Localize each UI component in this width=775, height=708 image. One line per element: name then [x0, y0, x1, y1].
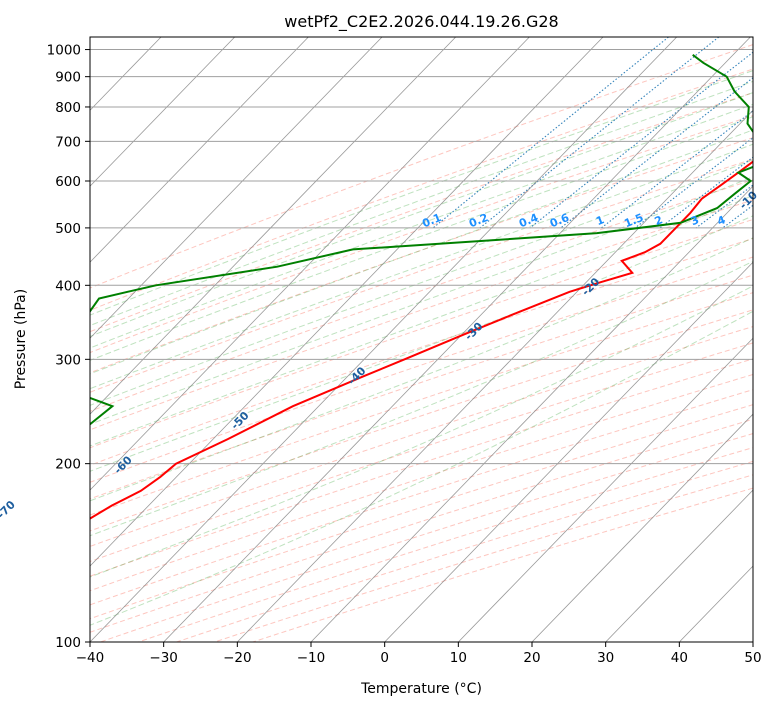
x-tick-label: 40 [671, 650, 688, 666]
y-tick-label: 800 [55, 100, 81, 116]
dry-adiabat [90, 237, 753, 466]
dry-adiabat [90, 218, 753, 449]
isotherm [90, 37, 236, 187]
isotherm [0, 37, 14, 642]
y-tick-label: 400 [55, 278, 81, 294]
isotherm [531, 413, 753, 642]
y-tick-label: 100 [55, 635, 81, 651]
isotherm-label: -10 [737, 188, 760, 211]
dewpoint-line [90, 54, 753, 426]
isotherm [384, 261, 753, 642]
dry-adiabat [90, 92, 753, 333]
isotherm [90, 37, 383, 339]
moist-adiabat [90, 159, 753, 406]
dry-adiabat [90, 44, 753, 289]
isotherm [237, 109, 753, 642]
isotherm [90, 37, 678, 642]
y-tick-label: 700 [55, 134, 81, 150]
dry-adiabat [214, 474, 753, 642]
moist-adiabat [90, 129, 753, 375]
chart-title: wetPf2_C2E2.2026.044.19.26.G28 [284, 12, 558, 32]
moist-adiabat [90, 194, 753, 447]
moist-adiabat [90, 103, 753, 349]
dry-adiabat [90, 114, 753, 354]
mixing-ratio-line [601, 110, 753, 229]
isotherm [163, 37, 751, 642]
x-tick-label: −30 [149, 650, 178, 666]
dry-adiabat [90, 68, 753, 311]
moist-adiabat [90, 176, 753, 425]
moist-adiabat [90, 237, 753, 502]
grid-lines [0, 37, 753, 642]
dry-adiabat [176, 460, 753, 642]
isotherm-label: -70 [0, 498, 18, 521]
x-tick-label: −40 [76, 650, 105, 666]
y-tick-label: 200 [55, 457, 81, 473]
moist-adiabat [90, 215, 753, 472]
x-tick-label: 10 [450, 650, 467, 666]
mixing-ratio-line [432, 37, 669, 229]
y-axis-label: Pressure (hPa) [13, 289, 29, 389]
moist-adiabat [90, 285, 753, 578]
isotherm [752, 641, 753, 642]
dry-adiabat [90, 358, 753, 577]
x-axis-label: Temperature (°C) [360, 681, 482, 697]
y-tick-label: 300 [55, 352, 81, 368]
isotherm [90, 37, 530, 491]
dry-adiabat [90, 404, 753, 620]
background-lines [90, 37, 775, 642]
moist-adiabat [90, 143, 753, 390]
isotherm [458, 337, 753, 642]
x-tick-label: 30 [597, 650, 614, 666]
dry-adiabat [90, 137, 753, 374]
x-tick-label: −20 [223, 650, 252, 666]
mixing-ratio-line [762, 37, 775, 228]
isotherm [90, 37, 604, 567]
x-tick-label: −10 [297, 650, 326, 666]
dry-adiabat [90, 199, 753, 431]
mixing-ratio-label: 2 [653, 213, 665, 228]
sounding-series [90, 54, 753, 520]
y-tick-label: 900 [55, 70, 81, 86]
mixing-ratio-line [659, 156, 753, 229]
x-tick-label: 20 [523, 650, 540, 666]
dry-adiabat [90, 373, 753, 592]
isotherm [90, 37, 457, 415]
dry-adiabat [90, 418, 753, 633]
mixing-ratio-line [529, 51, 753, 229]
mixing-ratio-label: 3 [689, 213, 701, 228]
y-tick-label: 500 [55, 221, 81, 237]
dry-adiabat [90, 309, 753, 532]
moist-adiabat [90, 92, 753, 337]
y-tick-label: 1000 [47, 43, 81, 59]
x-tick-label: 0 [380, 650, 389, 666]
dry-adiabat [90, 274, 753, 500]
isotherm [90, 37, 309, 263]
dry-adiabat [252, 487, 753, 642]
dry-adiabat [90, 179, 753, 412]
dry-adiabat [100, 433, 753, 642]
y-tick-label: 600 [55, 174, 81, 190]
moist-adiabat [90, 116, 753, 361]
temperature-line [90, 160, 753, 520]
isotherm-label: -20 [579, 275, 602, 298]
plot-frame [89, 36, 754, 643]
moist-adiabat [90, 310, 753, 626]
x-tick-label: 50 [744, 650, 761, 666]
mixing-ratio-label: 4 [715, 213, 727, 228]
moist-adiabat [90, 260, 753, 537]
isotherm [310, 185, 753, 642]
isotherm [605, 489, 753, 642]
isotherm-label: -30 [462, 320, 485, 343]
mixing-ratio-label: 1 [594, 213, 606, 228]
axis-ticks: −40 −30 −20 −10 0 10 20 30 40 50 100 200 300 400 500 60… [47, 43, 762, 666]
dry-adiabat [90, 389, 753, 606]
